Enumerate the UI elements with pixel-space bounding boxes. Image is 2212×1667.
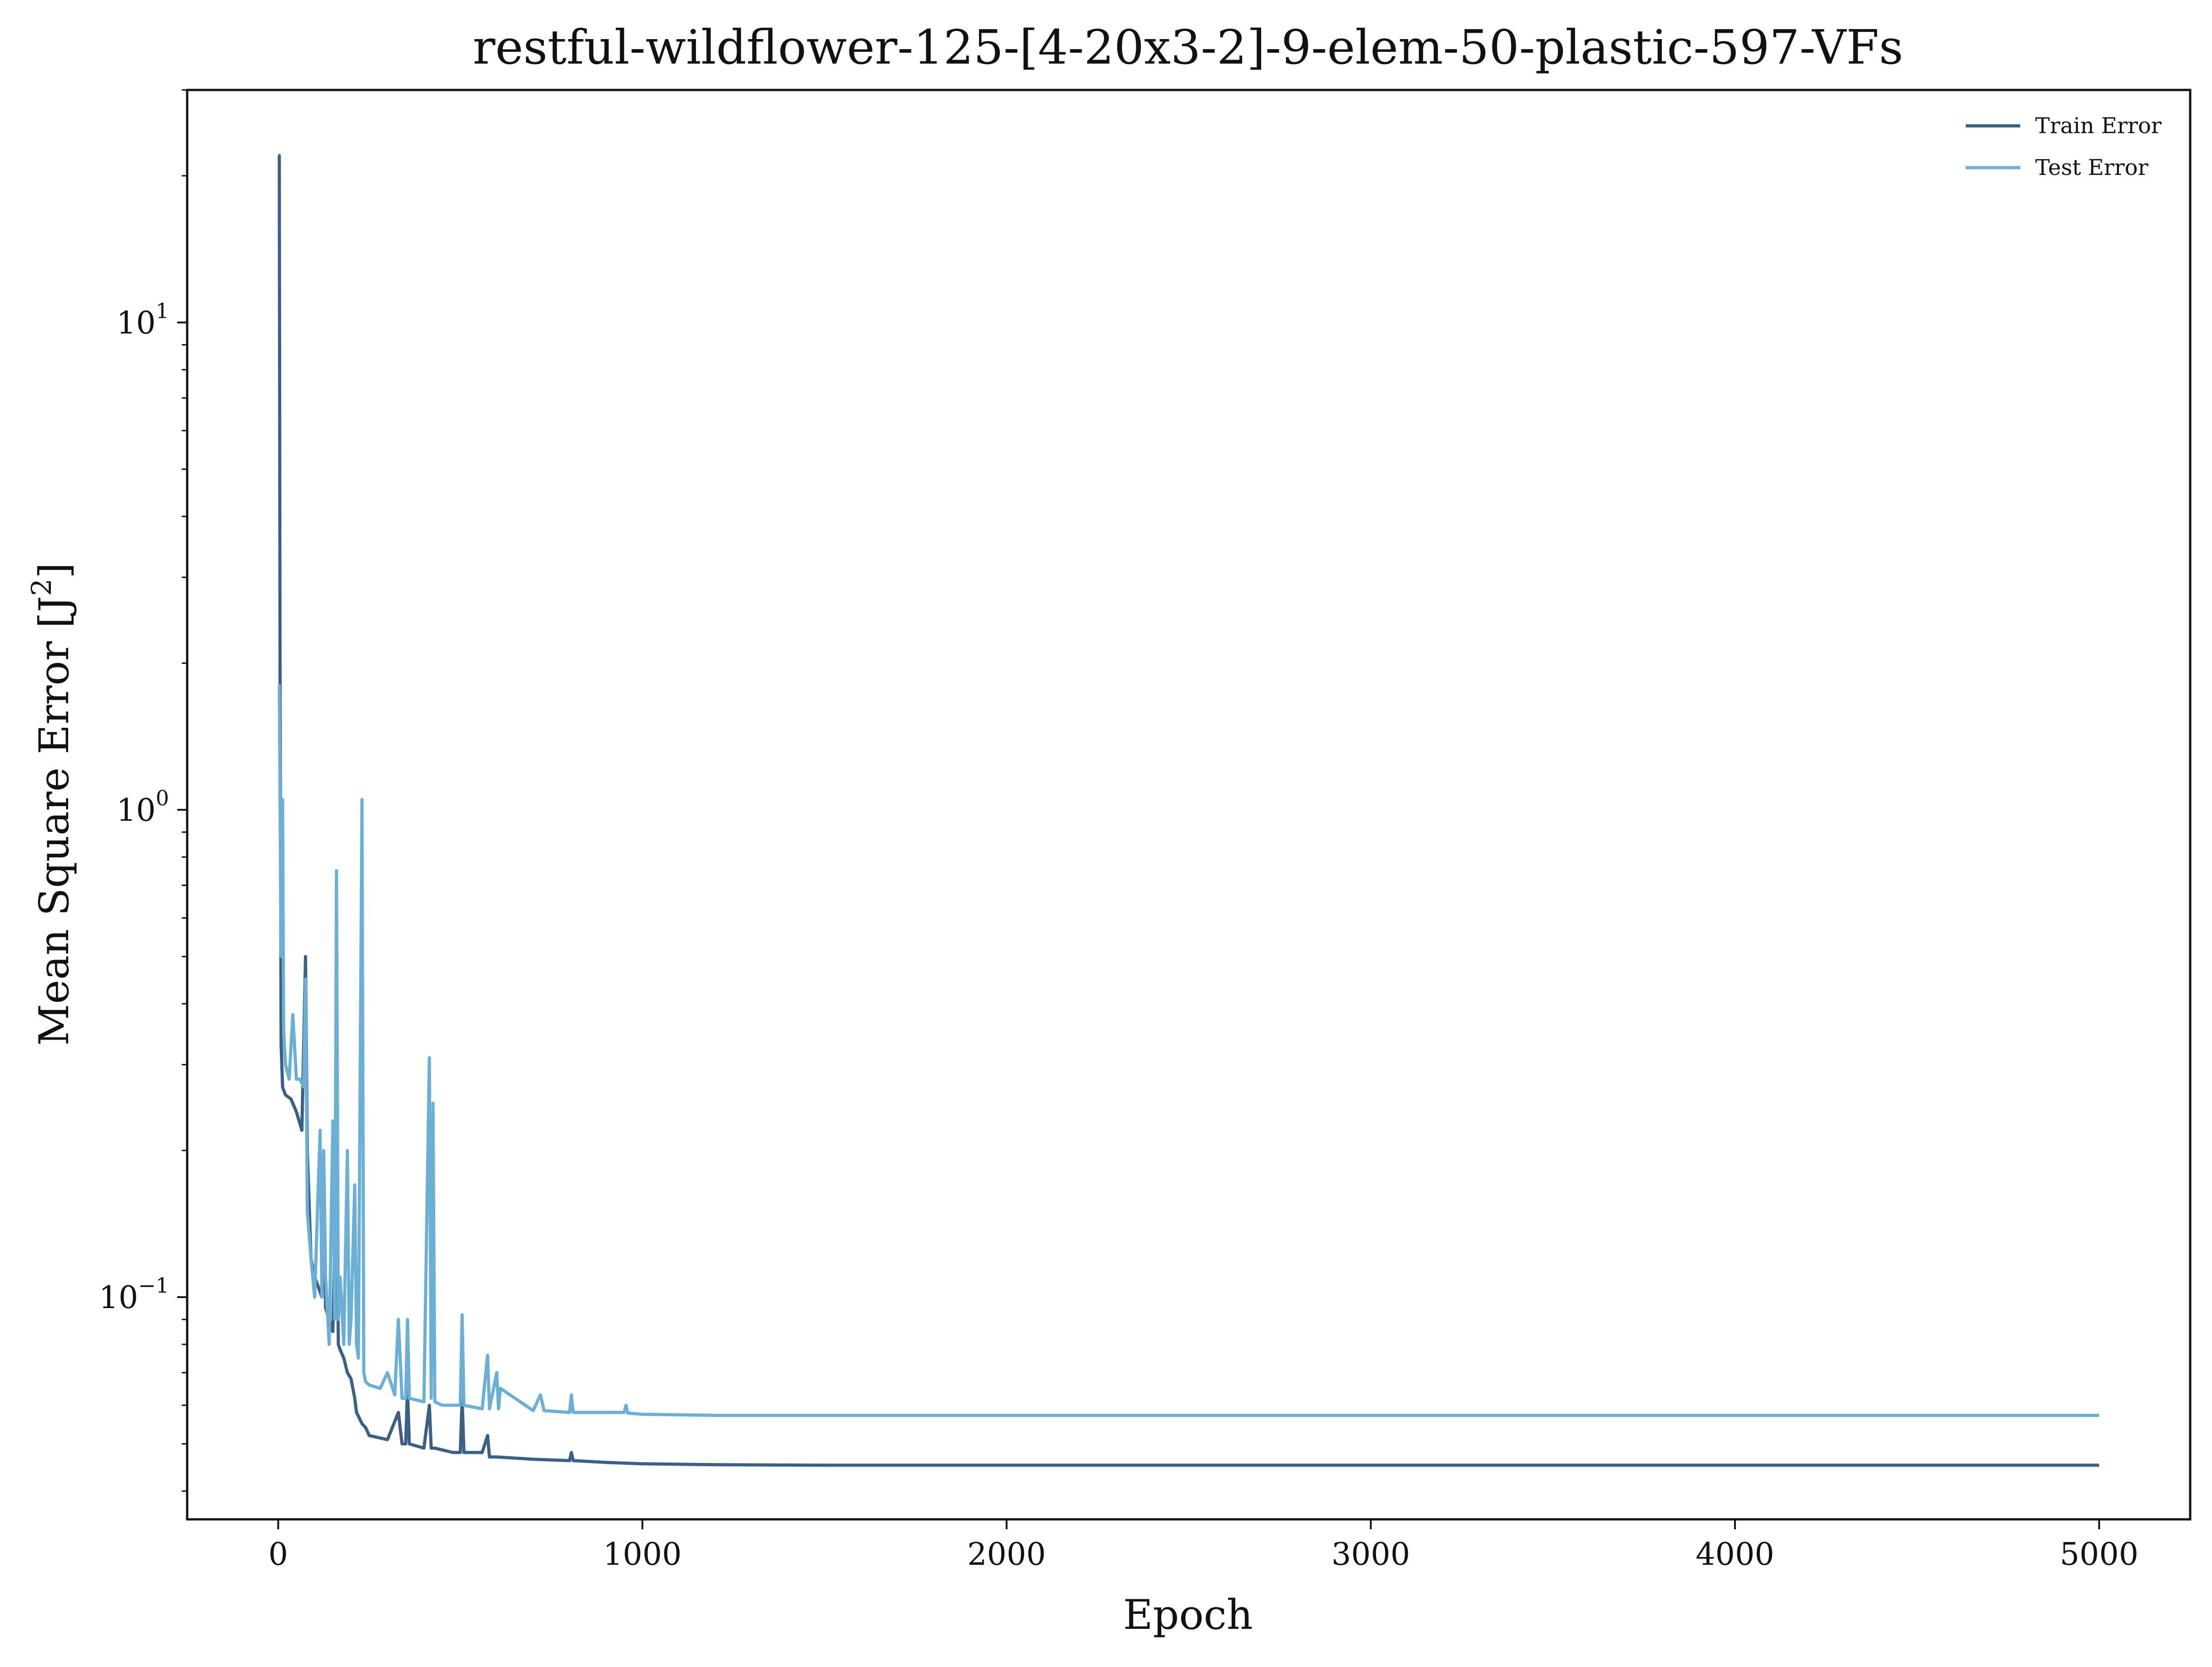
plot-frame xyxy=(186,89,2192,1521)
plot-area xyxy=(278,154,2099,1467)
series-line-train-error xyxy=(278,154,2099,1467)
x-axis-label: Epoch xyxy=(1123,1591,1253,1639)
x-tick-label: 1000 xyxy=(603,1537,682,1572)
x-tick-label: 3000 xyxy=(1332,1537,1410,1572)
x-tick-label: 0 xyxy=(268,1537,288,1572)
x-tick-label: 4000 xyxy=(1695,1537,1774,1572)
y-axis-label-suffix: ] xyxy=(30,562,78,578)
y-tick-label: 100 xyxy=(116,786,169,828)
series-line-test-error xyxy=(278,684,2099,1417)
y-tick-label: 10−1 xyxy=(99,1273,169,1316)
legend-label: Train Error xyxy=(2035,113,2162,139)
y-tick-label: 101 xyxy=(116,299,169,341)
y-axis-label-text: Mean Square Error [J xyxy=(30,596,78,1046)
y-axis-label: Mean Square Error [J2] xyxy=(26,562,78,1046)
x-tick-label: 5000 xyxy=(2060,1537,2138,1572)
y-axis: 10−1 100 101 xyxy=(99,89,187,1492)
chart-title: restful-wildflower-125-[4-20x3-2]-9-elem… xyxy=(473,20,1904,75)
y-axis-label-superscript: 2 xyxy=(26,578,58,596)
legend: Train Error Test Error xyxy=(1966,113,2162,180)
x-tick-label: 2000 xyxy=(967,1537,1046,1572)
x-axis: 0 1000 2000 3000 4000 5000 xyxy=(268,1519,2138,1572)
legend-label: Test Error xyxy=(2035,155,2148,180)
